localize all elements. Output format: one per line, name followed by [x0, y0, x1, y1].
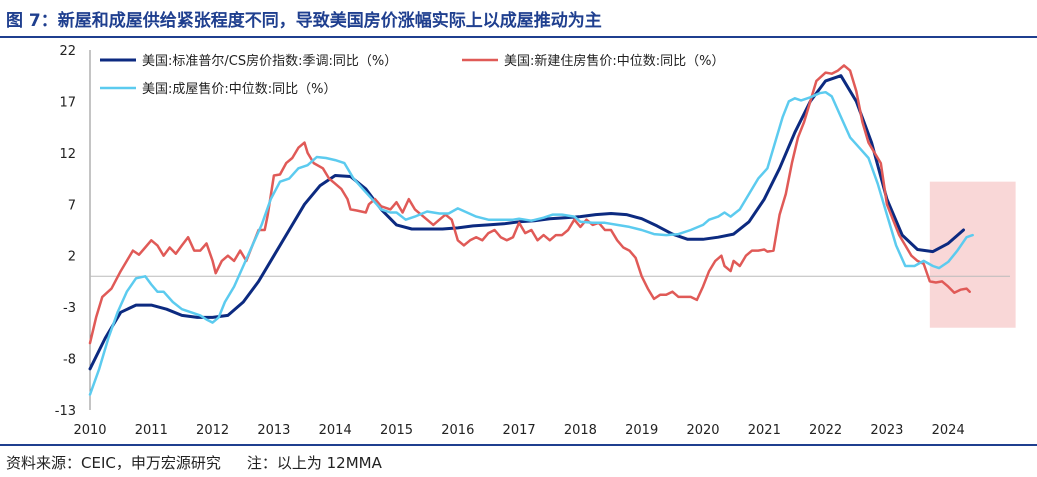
note-text: 注：以上为 12MMA	[246, 454, 382, 472]
series-line-3	[88, 90, 974, 396]
series-line-1	[88, 74, 965, 371]
series-lines	[88, 64, 974, 396]
x-tick-label: 2020	[686, 423, 719, 438]
y-tick-label: 22	[59, 44, 76, 59]
x-tick-label: 2010	[73, 423, 106, 438]
x-tick-label: 2022	[809, 423, 842, 438]
line-chart: -13 -8 -3 2 7 12 17 22 2010 2011 2012 2013 2014 2015…	[55, 44, 1016, 438]
legend-label: 美国:新建住房售价:中位数:同比（%）	[504, 53, 725, 69]
y-tick-label: -8	[63, 353, 76, 368]
source-text: 资料来源：CEIC，申万宏源研究	[6, 454, 221, 472]
y-tick-label: 2	[68, 250, 76, 265]
x-tick-label: 2011	[135, 423, 168, 438]
source-line: 资料来源：CEIC，申万宏源研究 注：以上为 12MMA	[6, 452, 382, 473]
highlight-region	[929, 181, 1016, 328]
x-tick-label: 2024	[932, 423, 965, 438]
y-tick-label: 12	[59, 147, 76, 162]
x-tick-label: 2021	[748, 423, 781, 438]
x-tick-label: 2014	[319, 423, 352, 438]
x-tick-label: 2012	[196, 423, 229, 438]
y-tick-label: 17	[59, 95, 76, 110]
legend: 美国:标准普尔/CS房价指数:季调:同比（%） 美国:新建住房售价:中位数:同比（…	[100, 53, 725, 97]
series-line-2	[88, 64, 971, 345]
bottom-rule	[0, 444, 1037, 446]
y-tick-label: -13	[55, 404, 76, 419]
x-tick-label: 2018	[564, 423, 597, 438]
top-rule	[0, 36, 1037, 38]
x-tick-label: 2019	[625, 423, 658, 438]
y-tick-label: -3	[63, 301, 76, 316]
y-tick-label: 7	[68, 198, 76, 213]
x-ticks: 2010 2011 2012 2013 2014 2015 2016 2017 2018 2019…	[73, 423, 964, 438]
x-tick-label: 2016	[441, 423, 474, 438]
legend-label: 美国:成屋售价:中位数:同比（%）	[142, 81, 337, 97]
x-tick-label: 2023	[870, 423, 903, 438]
y-ticks: -13 -8 -3 2 7 12 17 22	[55, 44, 76, 419]
figure-title: 图 7：新屋和成屋供给紧张程度不同，导致美国房价涨幅实际上以成屋推动为主	[6, 11, 602, 31]
x-tick-label: 2017	[503, 423, 536, 438]
legend-label: 美国:标准普尔/CS房价指数:季调:同比（%）	[142, 53, 397, 69]
x-tick-label: 2015	[380, 423, 413, 438]
x-tick-label: 2013	[257, 423, 290, 438]
